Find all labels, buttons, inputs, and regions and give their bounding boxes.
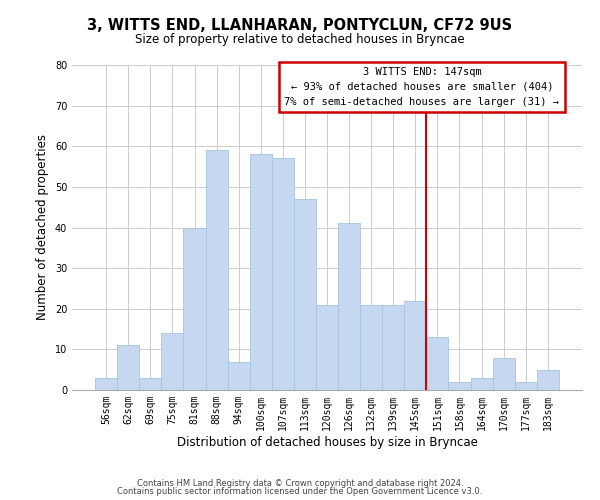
Bar: [139, 378, 161, 390]
Bar: [382, 304, 404, 390]
Bar: [470, 378, 493, 390]
Y-axis label: Number of detached properties: Number of detached properties: [36, 134, 49, 320]
Text: Size of property relative to detached houses in Bryncae: Size of property relative to detached ho…: [135, 32, 465, 46]
X-axis label: Distribution of detached houses by size in Bryncae: Distribution of detached houses by size …: [176, 436, 478, 448]
Bar: [227, 362, 250, 390]
Text: Contains HM Land Registry data © Crown copyright and database right 2024.: Contains HM Land Registry data © Crown c…: [137, 478, 463, 488]
Bar: [537, 370, 559, 390]
Bar: [250, 154, 272, 390]
Bar: [448, 382, 470, 390]
Bar: [294, 199, 316, 390]
Bar: [427, 337, 448, 390]
Bar: [493, 358, 515, 390]
Bar: [272, 158, 294, 390]
Bar: [338, 224, 360, 390]
Bar: [316, 304, 338, 390]
Bar: [515, 382, 537, 390]
Bar: [404, 300, 427, 390]
Bar: [95, 378, 117, 390]
Bar: [360, 304, 382, 390]
Text: 3, WITTS END, LLANHARAN, PONTYCLUN, CF72 9US: 3, WITTS END, LLANHARAN, PONTYCLUN, CF72…: [88, 18, 512, 32]
Bar: [161, 333, 184, 390]
Text: Contains public sector information licensed under the Open Government Licence v3: Contains public sector information licen…: [118, 487, 482, 496]
Bar: [184, 228, 206, 390]
Text: 3 WITTS END: 147sqm
← 93% of detached houses are smaller (404)
7% of semi-detach: 3 WITTS END: 147sqm ← 93% of detached ho…: [284, 67, 559, 106]
Bar: [206, 150, 227, 390]
Bar: [117, 346, 139, 390]
